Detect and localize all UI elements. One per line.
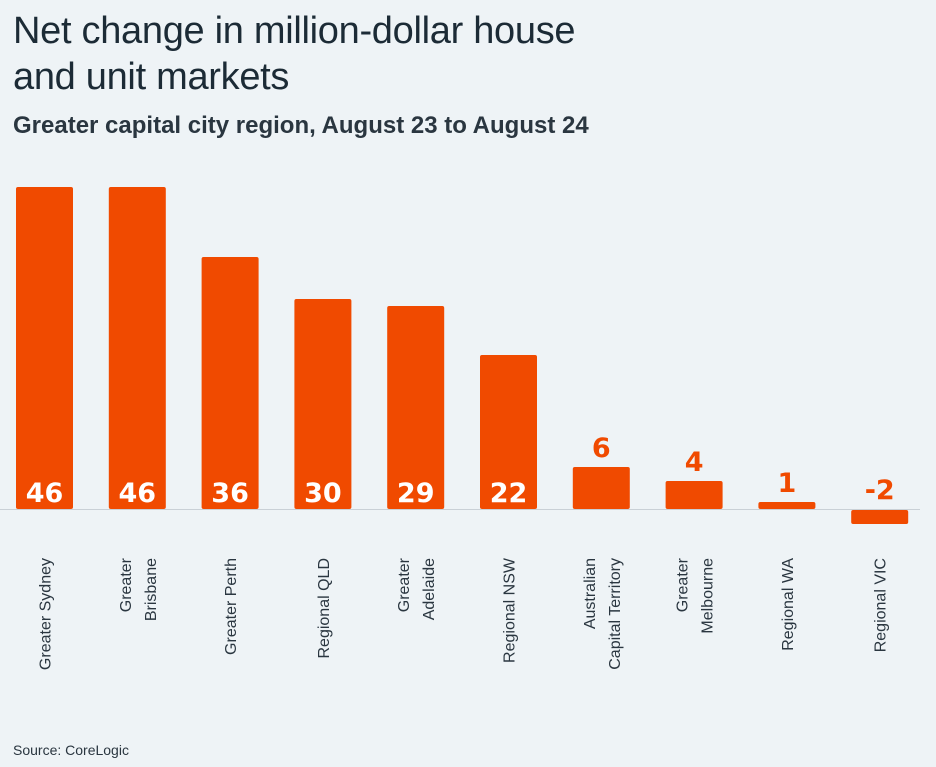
category-label-line: Greater: [675, 557, 692, 612]
category-label: Regional WA: [780, 558, 797, 651]
category-label-line: Australian: [582, 558, 599, 629]
category-label: Greater Brisbane: [118, 557, 160, 621]
category-label: Greater Sydney: [38, 558, 55, 670]
category-label-line: Regional NSW: [502, 557, 519, 663]
chart-title: Net change in million-dollar house and u…: [13, 10, 576, 98]
bar: [201, 257, 259, 509]
category-label: Greater Adelaide: [396, 557, 438, 620]
value-label: 36: [211, 478, 249, 509]
category-label: Australian Capital Territory: [582, 558, 624, 670]
value-label: 1: [778, 468, 797, 499]
bar: [294, 299, 352, 509]
bar: [16, 187, 73, 509]
value-label: 22: [490, 478, 528, 509]
category-label-line: Greater Sydney: [38, 558, 55, 670]
category-label: Regional NSW: [502, 557, 519, 663]
bar: [480, 355, 537, 509]
category-label-line: Regional WA: [780, 558, 797, 651]
value-label: 6: [592, 433, 611, 464]
category-label-line: Greater Perth: [223, 558, 240, 655]
category-label: Greater Melbourne: [675, 557, 717, 633]
category-label-line: Greater: [396, 557, 413, 612]
category-label: Regional VIC: [873, 558, 890, 652]
chart-subtitle: Greater capital city region, August 23 t…: [13, 112, 589, 139]
category-label: Greater Perth: [223, 558, 240, 655]
category-label-line: Capital Territory: [607, 558, 624, 670]
category-label-line: Greater: [118, 557, 135, 612]
bar: [851, 510, 909, 524]
value-label: 4: [685, 447, 704, 478]
category-labels-group: Greater Sydney Greater Brisbane Greater Per…: [38, 557, 890, 670]
category-label-line: Adelaide: [421, 558, 438, 620]
value-labels-group: 46 46 36 30 29 22 6 4 1 -2: [26, 433, 895, 509]
value-label: 46: [26, 478, 64, 509]
bars-group: [16, 187, 909, 524]
category-label-line: Regional QLD: [316, 558, 333, 659]
bar: [572, 467, 630, 509]
bar: [387, 306, 445, 509]
bar: [758, 502, 816, 509]
category-label-line: Regional VIC: [873, 558, 890, 652]
bar: [108, 187, 166, 509]
value-label: 46: [119, 478, 157, 509]
category-label-line: Melbourne: [700, 558, 717, 634]
bar: [665, 481, 723, 509]
value-label: 30: [304, 478, 342, 509]
value-label: -2: [865, 475, 895, 506]
category-label: Regional QLD: [316, 558, 333, 659]
category-label-line: Brisbane: [143, 558, 160, 621]
value-label: 29: [397, 478, 435, 509]
source-note: Source: CoreLogic: [13, 742, 129, 758]
bar-chart: 46 46 36 30 29 22 6 4 1 -2 Greater Sydney Greater B…: [0, 187, 920, 670]
